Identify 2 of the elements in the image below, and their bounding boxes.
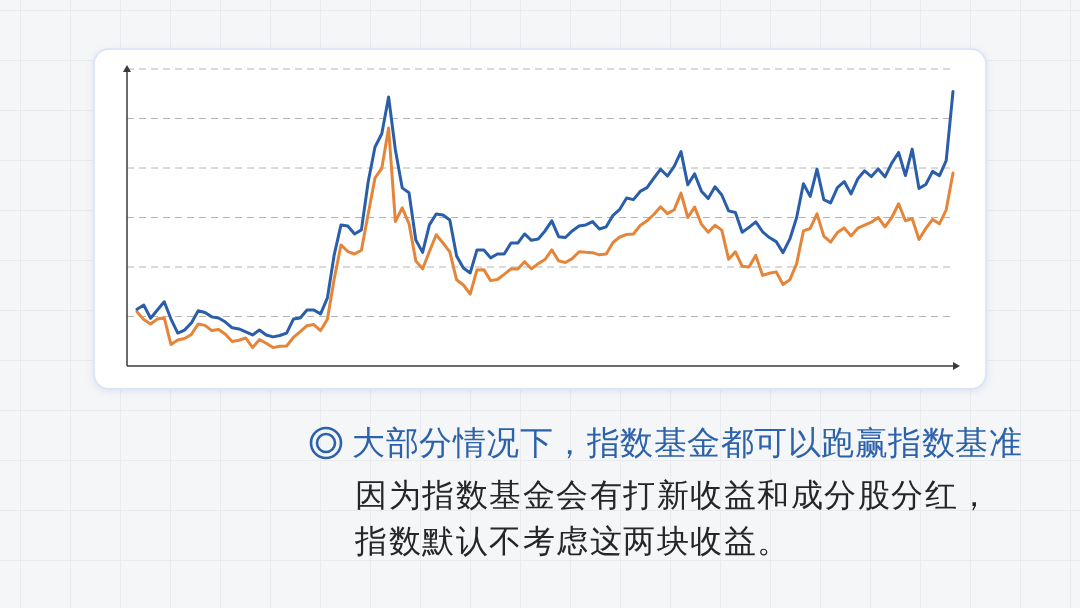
text: 因为指数基金会有打新收益和成分股分红，指数默认不考虑这两块收益。 [355, 475, 993, 562]
text: 大部分情况下，指数基金都可以跑赢指数基准 [352, 423, 1022, 462]
